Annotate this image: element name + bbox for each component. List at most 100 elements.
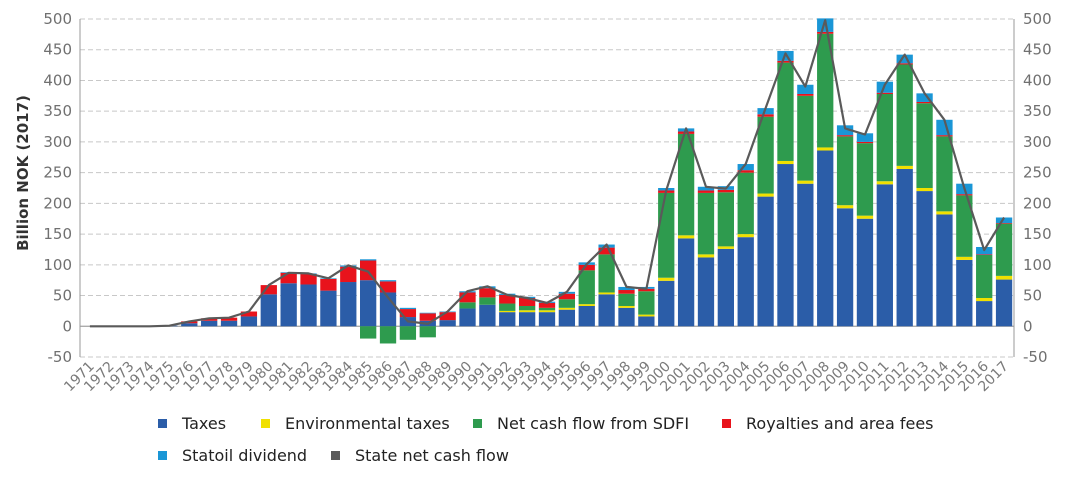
bar-segment-royalties-and-area-fees (677, 131, 695, 134)
y-tick-label-right: 150 (1023, 225, 1052, 243)
bar-segment-royalties-and-area-fees (976, 254, 993, 255)
y-tick-label-left: 100 (43, 256, 72, 274)
bar-segment-net-cash-flow-from-sdfi (419, 326, 436, 338)
bar-segment-taxes (797, 183, 814, 327)
bar-segment-net-cash-flow-from-sdfi (936, 136, 953, 212)
bar-segment-royalties-and-area-fees (320, 278, 337, 291)
bar-segment-taxes (896, 168, 913, 327)
bar-segment-royalties-and-area-fees (518, 298, 536, 306)
bar-segment-environmental-taxes (658, 277, 675, 281)
bar-segment-environmental-taxes (836, 205, 854, 209)
bar-segment-statoil-dividend (995, 217, 1013, 224)
bar-segment-environmental-taxes (777, 160, 794, 165)
bar-segment-royalties-and-area-fees (439, 312, 456, 321)
bar-segment-net-cash-flow-from-sdfi (717, 192, 734, 247)
bar-segment-environmental-taxes (916, 188, 933, 192)
bar-segment-taxes (995, 279, 1013, 327)
bar-segment-royalties-and-area-fees (459, 292, 476, 303)
bar-segment-net-cash-flow-from-sdfi (896, 64, 913, 166)
bar-segment-net-cash-flow-from-sdfi (797, 95, 814, 181)
bar-segment-royalties-and-area-fees (876, 92, 893, 94)
bar-segment-taxes (320, 290, 337, 327)
bar-segment-net-cash-flow-from-sdfi (916, 103, 933, 188)
bar-segment-statoil-dividend (419, 312, 436, 314)
bar-segment-taxes (479, 304, 496, 327)
bar-segment-royalties-and-area-fees (697, 190, 715, 193)
bar-segment-royalties-and-area-fees (956, 194, 973, 196)
bar-segment-environmental-taxes (638, 314, 655, 317)
bar-segment-taxes (439, 320, 456, 327)
bar-segment-taxes (618, 307, 635, 327)
bar-segment-environmental-taxes (757, 193, 774, 197)
bar-segment-environmental-taxes (499, 310, 516, 313)
bar-segment-net-cash-flow-from-sdfi (876, 93, 893, 182)
legend-swatch (722, 419, 731, 428)
tick-labels: -50 -50 0 0 50 50 100 100 150 150 200 200 250 250 300 3… (43, 10, 1051, 395)
bar-segment-taxes (181, 323, 198, 327)
bar-segment-environmental-taxes (717, 246, 734, 249)
bar-segment-environmental-taxes (618, 305, 635, 308)
bar-segment-net-cash-flow-from-sdfi (777, 62, 794, 161)
legend-swatch (331, 451, 340, 460)
bar-segment-taxes (856, 218, 874, 327)
bar-segment-net-cash-flow-from-sdfi (976, 254, 993, 299)
bars (161, 18, 1013, 344)
y-tick-label-left: 450 (43, 41, 72, 59)
bar-segment-taxes (956, 259, 973, 327)
bar-segment-environmental-taxes (797, 180, 814, 184)
bar-segment-royalties-and-area-fees (836, 135, 854, 137)
bar-segment-taxes (260, 294, 277, 327)
bar-segment-statoil-dividend (618, 286, 635, 291)
bar-segment-statoil-dividend (836, 125, 854, 136)
bar-segment-taxes (836, 208, 854, 327)
bar-segment-taxes (757, 196, 774, 327)
bar-segment-royalties-and-area-fees (201, 318, 218, 321)
bar-segment-royalties-and-area-fees (995, 223, 1013, 224)
bar-segment-statoil-dividend (360, 259, 377, 261)
bar-segment-taxes (360, 280, 377, 327)
bar-segment-royalties-and-area-fees (399, 309, 417, 318)
bar-segment-taxes (280, 283, 297, 327)
bar-segment-royalties-and-area-fees (419, 313, 436, 321)
bar-segment-royalties-and-area-fees (280, 272, 297, 284)
bar-segment-environmental-taxes (956, 256, 973, 260)
bar-segment-taxes (817, 150, 834, 327)
bar-segment-taxes (677, 238, 695, 327)
legend-label: Statoil dividend (182, 446, 307, 465)
bar-segment-taxes (300, 284, 317, 327)
y-tick-label-right: -50 (1023, 348, 1048, 366)
bar-segment-net-cash-flow-from-sdfi (558, 299, 576, 308)
legend: Taxes Environmental taxes Net cash flow fr… (158, 414, 934, 465)
bar-segment-royalties-and-area-fees (916, 101, 933, 104)
bar-segment-royalties-and-area-fees (300, 274, 317, 285)
bar-segment-statoil-dividend (797, 84, 814, 94)
bar-segment-environmental-taxes (936, 211, 953, 215)
y-tick-label-right: 0 (1023, 317, 1033, 335)
bar-segment-royalties-and-area-fees (777, 60, 794, 63)
legend-label: State net cash flow (355, 446, 509, 465)
bar-segment-environmental-taxes (518, 310, 536, 313)
y-tick-label-right: 50 (1023, 287, 1042, 305)
y-tick-label-left: 400 (43, 71, 72, 89)
bar-segment-net-cash-flow-from-sdfi (399, 326, 417, 340)
bar-segment-taxes (638, 316, 655, 327)
bar-segment-royalties-and-area-fees (896, 63, 913, 65)
legend-swatch (473, 419, 482, 428)
bar-segment-royalties-and-area-fees (737, 170, 754, 173)
bar-segment-statoil-dividend (399, 307, 417, 310)
y-tick-label-left: 0 (62, 317, 72, 335)
y-tick-label-right: 200 (1023, 194, 1052, 212)
bar-segment-taxes (936, 214, 953, 327)
bar-segment-taxes (201, 320, 218, 327)
bar-segment-environmental-taxes (558, 307, 576, 310)
bar-segment-environmental-taxes (876, 181, 893, 185)
bar-segment-royalties-and-area-fees (499, 294, 516, 304)
state-net-cash-flow-line (89, 19, 1006, 328)
net-cash-flow-line-layer (89, 19, 1006, 328)
bar-segment-net-cash-flow-from-sdfi (578, 270, 595, 305)
bar-segment-net-cash-flow-from-sdfi (459, 302, 476, 309)
bar-segment-net-cash-flow-from-sdfi (836, 136, 854, 206)
bar-segment-environmental-taxes (697, 254, 715, 258)
